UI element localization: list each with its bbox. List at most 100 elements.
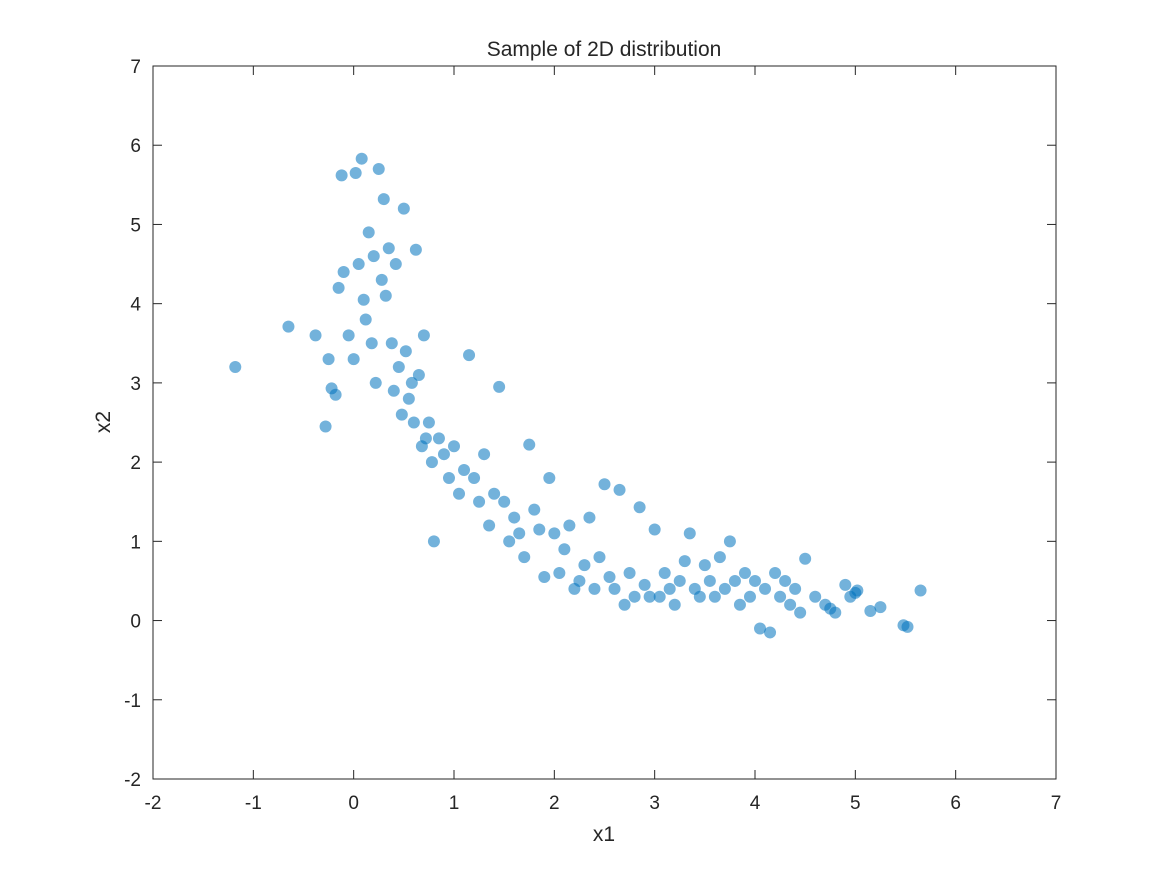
x-tick-label: 1 bbox=[449, 793, 460, 814]
data-point bbox=[425, 456, 438, 469]
data-point bbox=[623, 567, 636, 580]
data-point bbox=[693, 590, 706, 603]
data-point bbox=[508, 511, 521, 524]
data-point bbox=[774, 590, 787, 603]
data-point bbox=[493, 380, 506, 393]
data-point bbox=[473, 495, 486, 508]
data-point bbox=[528, 503, 541, 516]
data-point bbox=[673, 574, 686, 587]
chart-title: Sample of 2D distribution bbox=[487, 38, 722, 61]
y-tick-label: -2 bbox=[124, 770, 141, 791]
y-tick-label: 7 bbox=[130, 57, 141, 78]
data-point bbox=[799, 552, 812, 565]
data-point bbox=[337, 265, 350, 278]
y-tick-label: 4 bbox=[130, 295, 141, 316]
data-point bbox=[839, 578, 852, 591]
data-point bbox=[548, 527, 561, 540]
data-point bbox=[389, 258, 402, 271]
data-point bbox=[422, 416, 435, 429]
data-point bbox=[342, 329, 355, 342]
data-point bbox=[483, 519, 496, 532]
data-point bbox=[458, 464, 471, 477]
x-axis-label: x1 bbox=[593, 823, 615, 846]
data-point bbox=[738, 567, 751, 580]
data-point bbox=[523, 438, 536, 451]
data-point bbox=[578, 559, 591, 572]
data-point bbox=[349, 166, 362, 179]
data-point bbox=[282, 320, 295, 333]
data-point bbox=[794, 606, 807, 619]
data-point bbox=[643, 590, 656, 603]
data-point bbox=[533, 523, 546, 536]
data-point bbox=[359, 313, 372, 326]
data-point bbox=[355, 152, 368, 165]
data-point bbox=[468, 471, 481, 484]
data-point bbox=[743, 590, 756, 603]
data-point bbox=[588, 582, 601, 595]
data-point bbox=[723, 535, 736, 548]
data-point bbox=[503, 535, 516, 548]
data-point bbox=[463, 349, 476, 362]
data-point bbox=[448, 440, 460, 453]
x-tick-label: 2 bbox=[549, 793, 560, 814]
data-point bbox=[613, 483, 626, 496]
data-point bbox=[513, 527, 526, 540]
data-point bbox=[332, 281, 345, 294]
data-point bbox=[375, 273, 388, 286]
x-tick-label: -1 bbox=[245, 793, 262, 814]
data-point bbox=[399, 345, 412, 358]
data-point bbox=[703, 574, 716, 587]
data-point bbox=[628, 590, 641, 603]
data-point bbox=[713, 551, 726, 564]
axes-box bbox=[152, 65, 1057, 780]
data-point bbox=[633, 501, 646, 514]
data-point bbox=[769, 567, 782, 580]
x-tick-label: 3 bbox=[649, 793, 660, 814]
data-point bbox=[498, 495, 511, 508]
data-point bbox=[352, 258, 365, 271]
x-axis-ticks: -2 -1 0 1 2 3 4 5 6 7 bbox=[145, 66, 1061, 814]
scatter-points bbox=[229, 152, 927, 639]
data-point bbox=[335, 169, 348, 182]
data-point bbox=[518, 551, 531, 564]
x-tick-label: -2 bbox=[145, 793, 162, 814]
y-axis-label: x2 bbox=[92, 411, 115, 433]
data-point bbox=[392, 361, 405, 374]
data-point bbox=[412, 368, 425, 381]
data-point bbox=[764, 626, 777, 639]
data-point bbox=[402, 392, 415, 405]
data-point bbox=[718, 582, 731, 595]
data-point bbox=[754, 622, 767, 635]
data-point bbox=[563, 519, 576, 532]
data-point bbox=[658, 567, 671, 580]
data-point bbox=[733, 598, 746, 611]
data-point bbox=[322, 353, 335, 366]
data-point bbox=[372, 162, 385, 175]
data-point bbox=[377, 193, 390, 206]
data-point bbox=[678, 555, 691, 568]
data-point bbox=[728, 574, 741, 587]
x-tick-label: 6 bbox=[950, 793, 961, 814]
data-point bbox=[603, 570, 616, 583]
data-point bbox=[608, 582, 621, 595]
data-point bbox=[809, 590, 822, 603]
y-tick-label: 6 bbox=[130, 136, 141, 157]
data-point bbox=[437, 448, 450, 461]
data-point bbox=[362, 226, 375, 239]
data-point bbox=[558, 543, 571, 556]
data-point bbox=[419, 432, 432, 445]
data-point bbox=[453, 487, 466, 500]
data-point bbox=[432, 432, 445, 445]
y-tick-label: 1 bbox=[130, 532, 141, 553]
data-point bbox=[553, 567, 566, 580]
y-tick-label: -1 bbox=[124, 691, 141, 712]
data-point bbox=[538, 570, 551, 583]
data-point bbox=[779, 574, 792, 587]
data-point bbox=[759, 582, 772, 595]
data-point bbox=[593, 551, 606, 564]
y-tick-label: 0 bbox=[130, 612, 141, 633]
data-point bbox=[319, 420, 332, 433]
data-point bbox=[663, 582, 676, 595]
x-tick-label: 5 bbox=[850, 793, 861, 814]
